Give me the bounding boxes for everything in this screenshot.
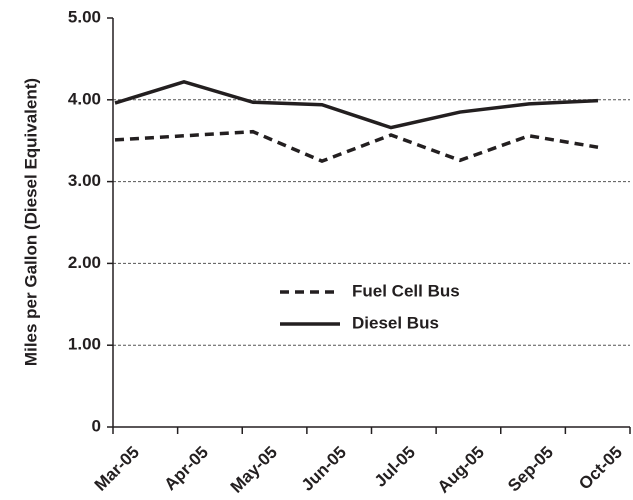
series-line [114, 79, 599, 130]
x-tick-label: Sep-05 [504, 443, 557, 496]
legend-label: Diesel Bus [352, 313, 439, 332]
y-tick-label: 3.00 [68, 171, 101, 190]
x-tick-label: Mar-05 [91, 443, 143, 495]
x-tick-label: Jul-05 [371, 443, 419, 491]
x-tick-label: May-05 [227, 443, 281, 497]
y-tick-label: 0 [92, 416, 101, 435]
x-tick-label: Apr-05 [160, 443, 212, 495]
y-tick-label: 1.00 [68, 335, 101, 354]
legend-label: Fuel Cell Bus [352, 281, 460, 300]
x-tick-label: Jun-05 [298, 443, 350, 495]
y-axis-label: Miles per Gallon (Diesel Equivalent) [21, 78, 40, 366]
y-tick-label: 2.00 [68, 253, 101, 272]
y-tick-label: 4.00 [68, 89, 101, 108]
y-tick-label: 5.00 [68, 7, 101, 26]
x-tick-label: Aug-05 [434, 443, 488, 497]
x-tick-label: Oct-05 [575, 443, 626, 494]
series-line [114, 129, 599, 164]
